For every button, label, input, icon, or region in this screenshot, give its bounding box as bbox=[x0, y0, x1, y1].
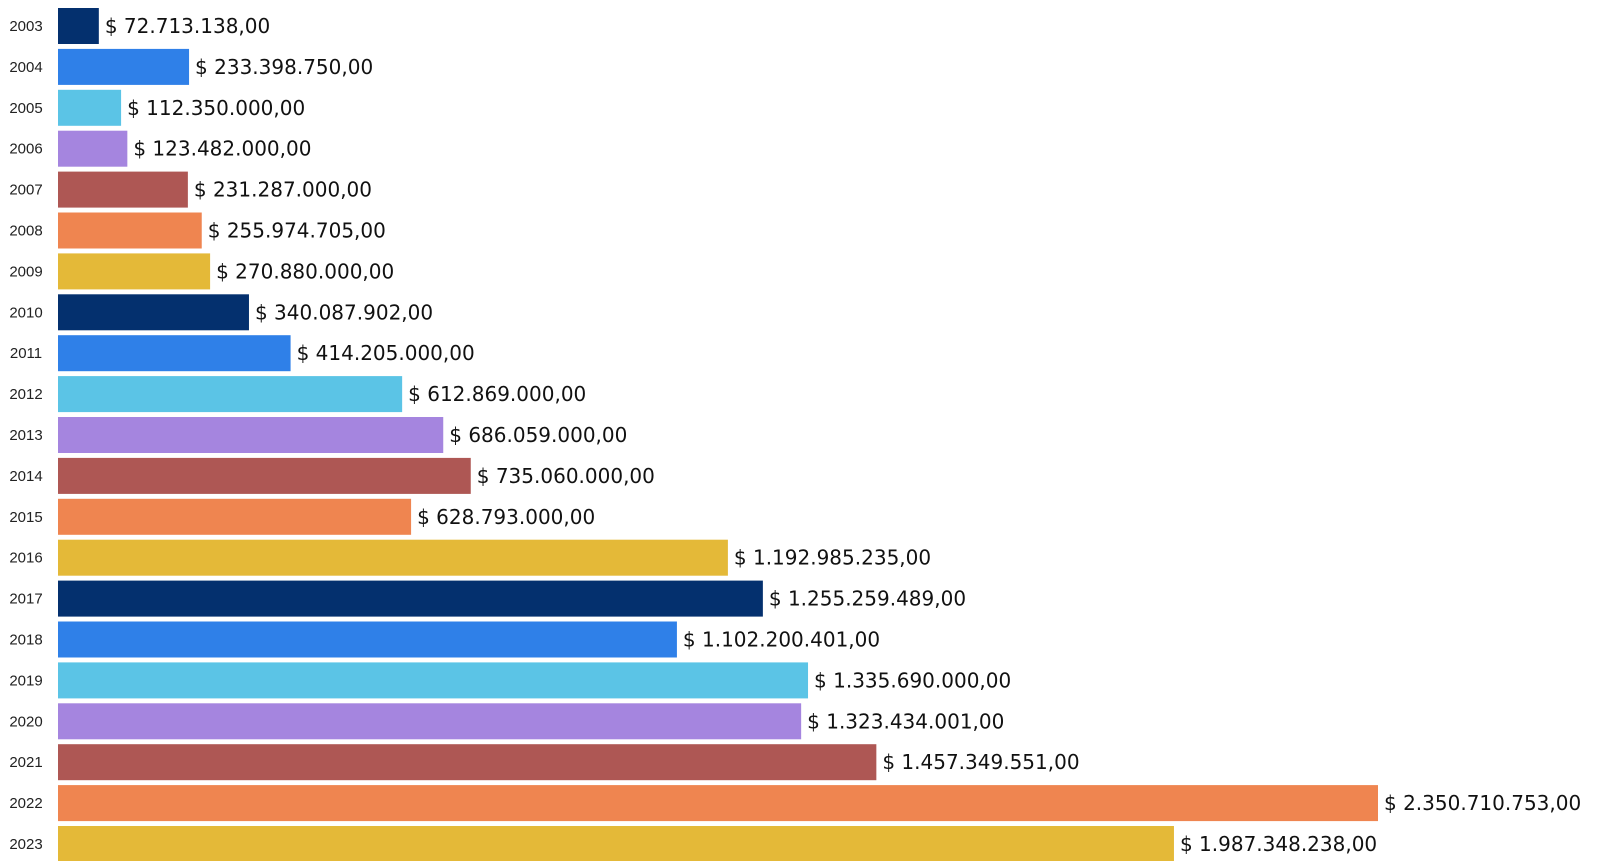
bar-2010 bbox=[58, 294, 249, 331]
value-label-2014: $ 735.060.000,00 bbox=[477, 464, 655, 488]
value-label-2010: $ 340.087.902,00 bbox=[255, 300, 433, 324]
bar-2009 bbox=[58, 253, 211, 290]
year-label-2010: 2010 bbox=[9, 304, 42, 321]
year-label-2006: 2006 bbox=[9, 141, 42, 158]
value-label-2006: $ 123.482.000,00 bbox=[133, 137, 311, 161]
bar-2013 bbox=[58, 417, 444, 453]
year-label-2017: 2017 bbox=[9, 591, 42, 608]
value-label-2023: $ 1.987.348.238,00 bbox=[1180, 832, 1377, 856]
value-label-2008: $ 255.974.705,00 bbox=[208, 219, 386, 243]
year-label-2018: 2018 bbox=[9, 632, 42, 649]
bar-2021 bbox=[58, 744, 877, 781]
year-label-2011: 2011 bbox=[10, 345, 42, 362]
value-label-2017: $ 1.255.259.489,00 bbox=[769, 587, 966, 611]
value-label-2020: $ 1.323.434.001,00 bbox=[807, 709, 1004, 733]
bar-2016 bbox=[58, 539, 728, 576]
value-label-2016: $ 1.192.985.235,00 bbox=[734, 546, 931, 570]
value-label-2013: $ 686.059.000,00 bbox=[449, 423, 627, 447]
value-label-2012: $ 612.869.000,00 bbox=[408, 382, 586, 406]
value-label-2011: $ 414.205.000,00 bbox=[297, 341, 475, 365]
year-label-2004: 2004 bbox=[9, 59, 42, 76]
year-label-2014: 2014 bbox=[9, 468, 42, 485]
bars-layer: 2003 $ 72.713.138,00 2004 $ 233.398.750,00 2… bbox=[9, 8, 1581, 861]
year-label-2021: 2021 bbox=[9, 754, 42, 771]
year-label-2022: 2022 bbox=[9, 795, 42, 812]
year-label-2019: 2019 bbox=[9, 672, 42, 689]
value-label-2009: $ 270.880.000,00 bbox=[216, 259, 394, 283]
year-label-2023: 2023 bbox=[9, 836, 42, 853]
bar-2019 bbox=[58, 662, 809, 699]
value-label-2015: $ 628.793.000,00 bbox=[417, 505, 595, 529]
bar-2020 bbox=[58, 703, 802, 740]
bar-2006 bbox=[58, 130, 128, 167]
value-label-2003: $ 72.713.138,00 bbox=[105, 14, 270, 38]
year-label-2003: 2003 bbox=[9, 18, 42, 35]
bar-2023 bbox=[58, 826, 1174, 861]
year-label-2005: 2005 bbox=[9, 100, 42, 117]
bar-2011 bbox=[58, 335, 291, 372]
year-label-2012: 2012 bbox=[9, 386, 42, 403]
bar-2005 bbox=[58, 89, 122, 126]
value-label-2022: $ 2.350.710.753,00 bbox=[1384, 791, 1581, 815]
value-label-2018: $ 1.102.200.401,00 bbox=[683, 628, 880, 652]
value-label-2019: $ 1.335.690.000,00 bbox=[814, 668, 1011, 692]
bar-2004 bbox=[58, 48, 190, 85]
bar-2012 bbox=[58, 376, 403, 413]
value-label-2007: $ 231.287.000,00 bbox=[194, 178, 372, 202]
bar-2022 bbox=[58, 785, 1378, 822]
value-label-2004: $ 233.398.750,00 bbox=[195, 55, 373, 79]
value-label-2005: $ 112.350.000,00 bbox=[127, 96, 305, 120]
bar-2018 bbox=[58, 621, 677, 658]
bar-2003 bbox=[58, 8, 99, 44]
value-label-2021: $ 1.457.349.551,00 bbox=[882, 750, 1079, 774]
year-label-2013: 2013 bbox=[9, 427, 42, 444]
bar-2015 bbox=[58, 498, 412, 535]
year-label-2020: 2020 bbox=[9, 713, 42, 730]
bar-2007 bbox=[58, 171, 188, 208]
bar-2014 bbox=[58, 457, 471, 494]
bar-2017 bbox=[58, 580, 763, 617]
year-label-2007: 2007 bbox=[9, 182, 42, 199]
year-label-2008: 2008 bbox=[9, 223, 42, 240]
bar-2008 bbox=[58, 212, 202, 249]
year-label-2015: 2015 bbox=[9, 509, 42, 526]
year-label-2009: 2009 bbox=[9, 263, 42, 280]
year-label-2016: 2016 bbox=[9, 550, 42, 567]
